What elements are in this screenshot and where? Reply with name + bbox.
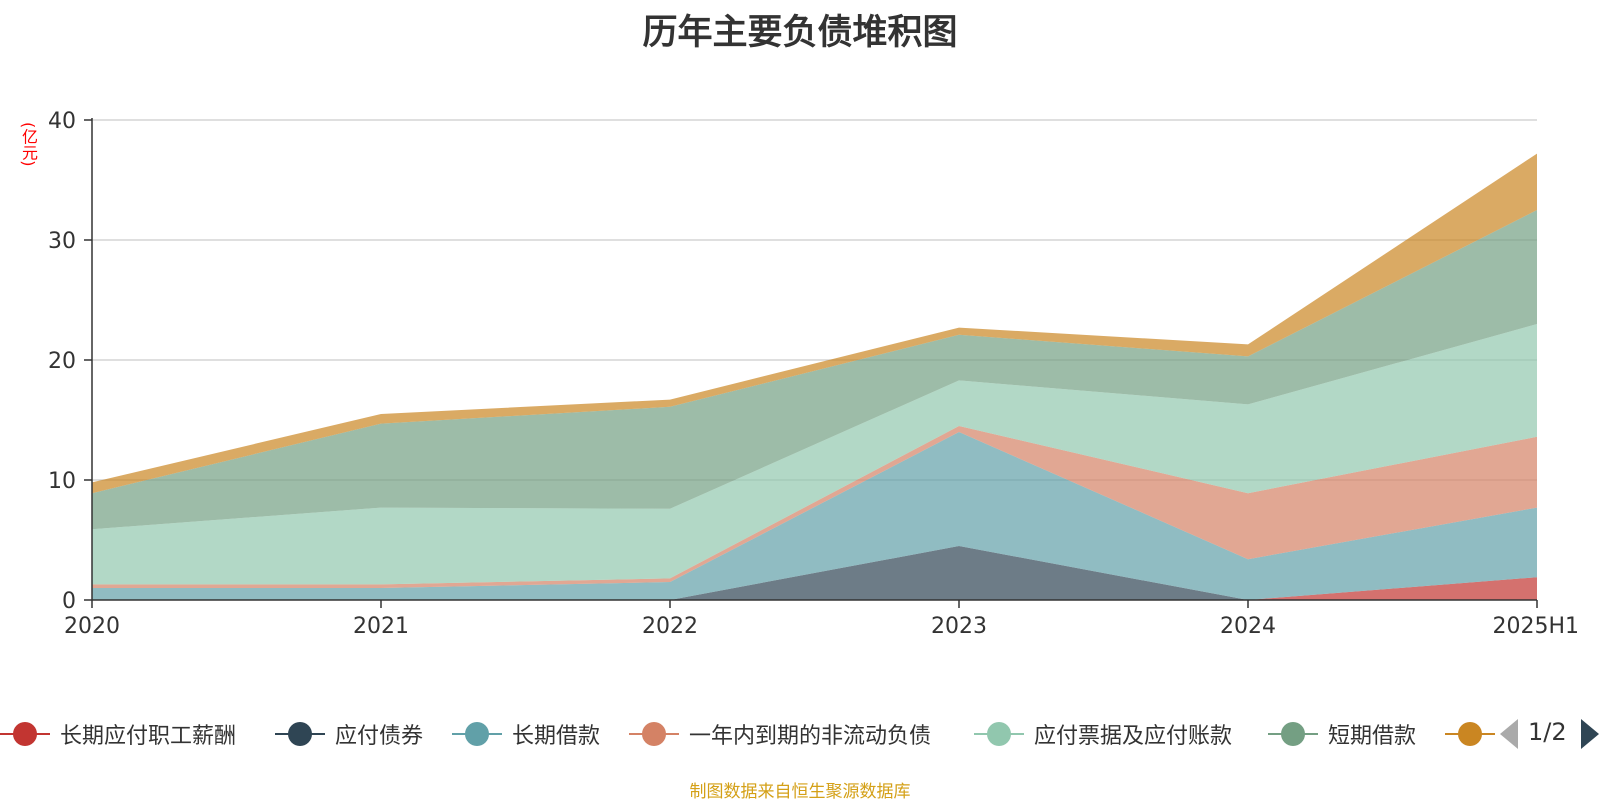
x-tick-label: 2021 <box>353 614 409 639</box>
area-series-0 <box>92 577 1537 600</box>
x-tick-label: 2025H1 <box>1492 614 1579 639</box>
area-series-3 <box>92 426 1537 588</box>
legend: 长期应付职工薪酬 应付债券 长期借款 一年内到期的非流动负债 应付票据及应付账款 短期借款 <box>0 716 1600 752</box>
y-tick-label: 0 <box>62 589 76 614</box>
legend-marker-icon <box>629 721 679 747</box>
x-tick-label: 2024 <box>1220 614 1276 639</box>
legend-marker-icon <box>275 721 325 747</box>
source-note: 制图数据来自恒生聚源数据库 <box>689 782 911 802</box>
legend-label: 短期借款 <box>1328 724 1417 749</box>
legend-label: 应付债券 <box>335 724 424 749</box>
y-tick-label: 40 <box>48 109 76 134</box>
area-series-4 <box>92 324 1537 585</box>
legend-prev-page-icon[interactable] <box>1500 719 1518 749</box>
x-tick-label: 2023 <box>931 614 987 639</box>
legend-next-page-icon[interactable] <box>1581 719 1599 749</box>
legend-marker-icon <box>1445 721 1495 747</box>
legend-marker-icon <box>974 721 1024 747</box>
legend-marker-icon <box>452 721 502 747</box>
legend-page-indicator: 1/2 <box>1528 718 1567 746</box>
legend-item[interactable]: 短期借款 <box>1268 716 1416 752</box>
legend-item[interactable]: 应付债券 <box>275 716 423 752</box>
chart-title: 历年主要负债堆积图 <box>642 13 958 53</box>
x-tick-label: 2022 <box>642 614 698 639</box>
legend-item[interactable]: 长期借款 <box>452 716 600 752</box>
x-tick-label: 2020 <box>64 614 120 639</box>
legend-item[interactable]: 应付票据及应付账款 <box>974 716 1232 752</box>
legend-label: 一年内到期的非流动负债 <box>689 724 932 749</box>
legend-label: 应付票据及应付账款 <box>1034 724 1233 749</box>
legend-item[interactable]: 长期应付职工薪酬 <box>0 716 236 752</box>
area-series-5 <box>92 210 1537 530</box>
y-tick-label: 20 <box>48 349 76 374</box>
area-series-2 <box>92 432 1537 600</box>
legend-item[interactable]: 一年内到期的非流动负债 <box>629 716 931 752</box>
legend-label: 长期应付职工薪酬 <box>60 724 237 749</box>
legend-marker-icon <box>1268 721 1318 747</box>
y-tick-label: 10 <box>48 469 76 494</box>
y-axis-unit-label: (亿元) <box>19 122 38 167</box>
y-tick-label: 30 <box>48 229 76 254</box>
legend-marker-icon <box>0 721 50 747</box>
legend-label: 长期借款 <box>512 724 601 749</box>
legend-item[interactable] <box>1445 716 1495 752</box>
